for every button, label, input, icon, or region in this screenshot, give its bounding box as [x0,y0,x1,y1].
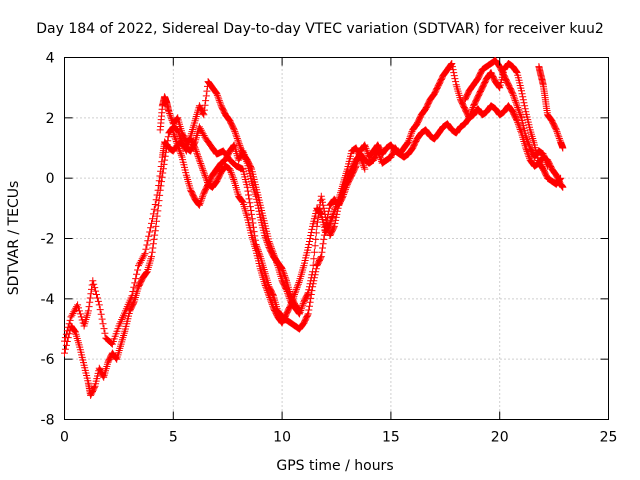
y-tick-label: -4 [41,292,55,308]
series-track-d [169,57,552,315]
y-tick-label: -6 [41,352,55,368]
tick-layer: 0 5 10 15 20 25 -8 -6 -4 -2 0 2 4 [41,51,618,446]
y-tick-label: -2 [41,232,55,248]
x-tick-label: 20 [491,430,509,446]
data-layer [61,57,567,399]
x-tick-label: 15 [382,430,400,446]
y-tick-label: 0 [46,171,55,187]
x-tick-label: 0 [60,430,69,446]
plus-markers [169,57,552,315]
y-axis-label: SDTVAR / TECUs [6,181,22,296]
x-tick-label: 10 [273,430,291,446]
x-tick-label: 5 [169,430,178,446]
x-tick-label: 25 [600,430,618,446]
y-tick-label: 2 [46,111,55,127]
chart-title: Day 184 of 2022, Sidereal Day-to-day VTE… [36,21,604,37]
y-tick-label: -8 [41,413,55,429]
y-tick-label: 4 [46,51,55,67]
x-axis-label: GPS time / hours [276,458,393,474]
